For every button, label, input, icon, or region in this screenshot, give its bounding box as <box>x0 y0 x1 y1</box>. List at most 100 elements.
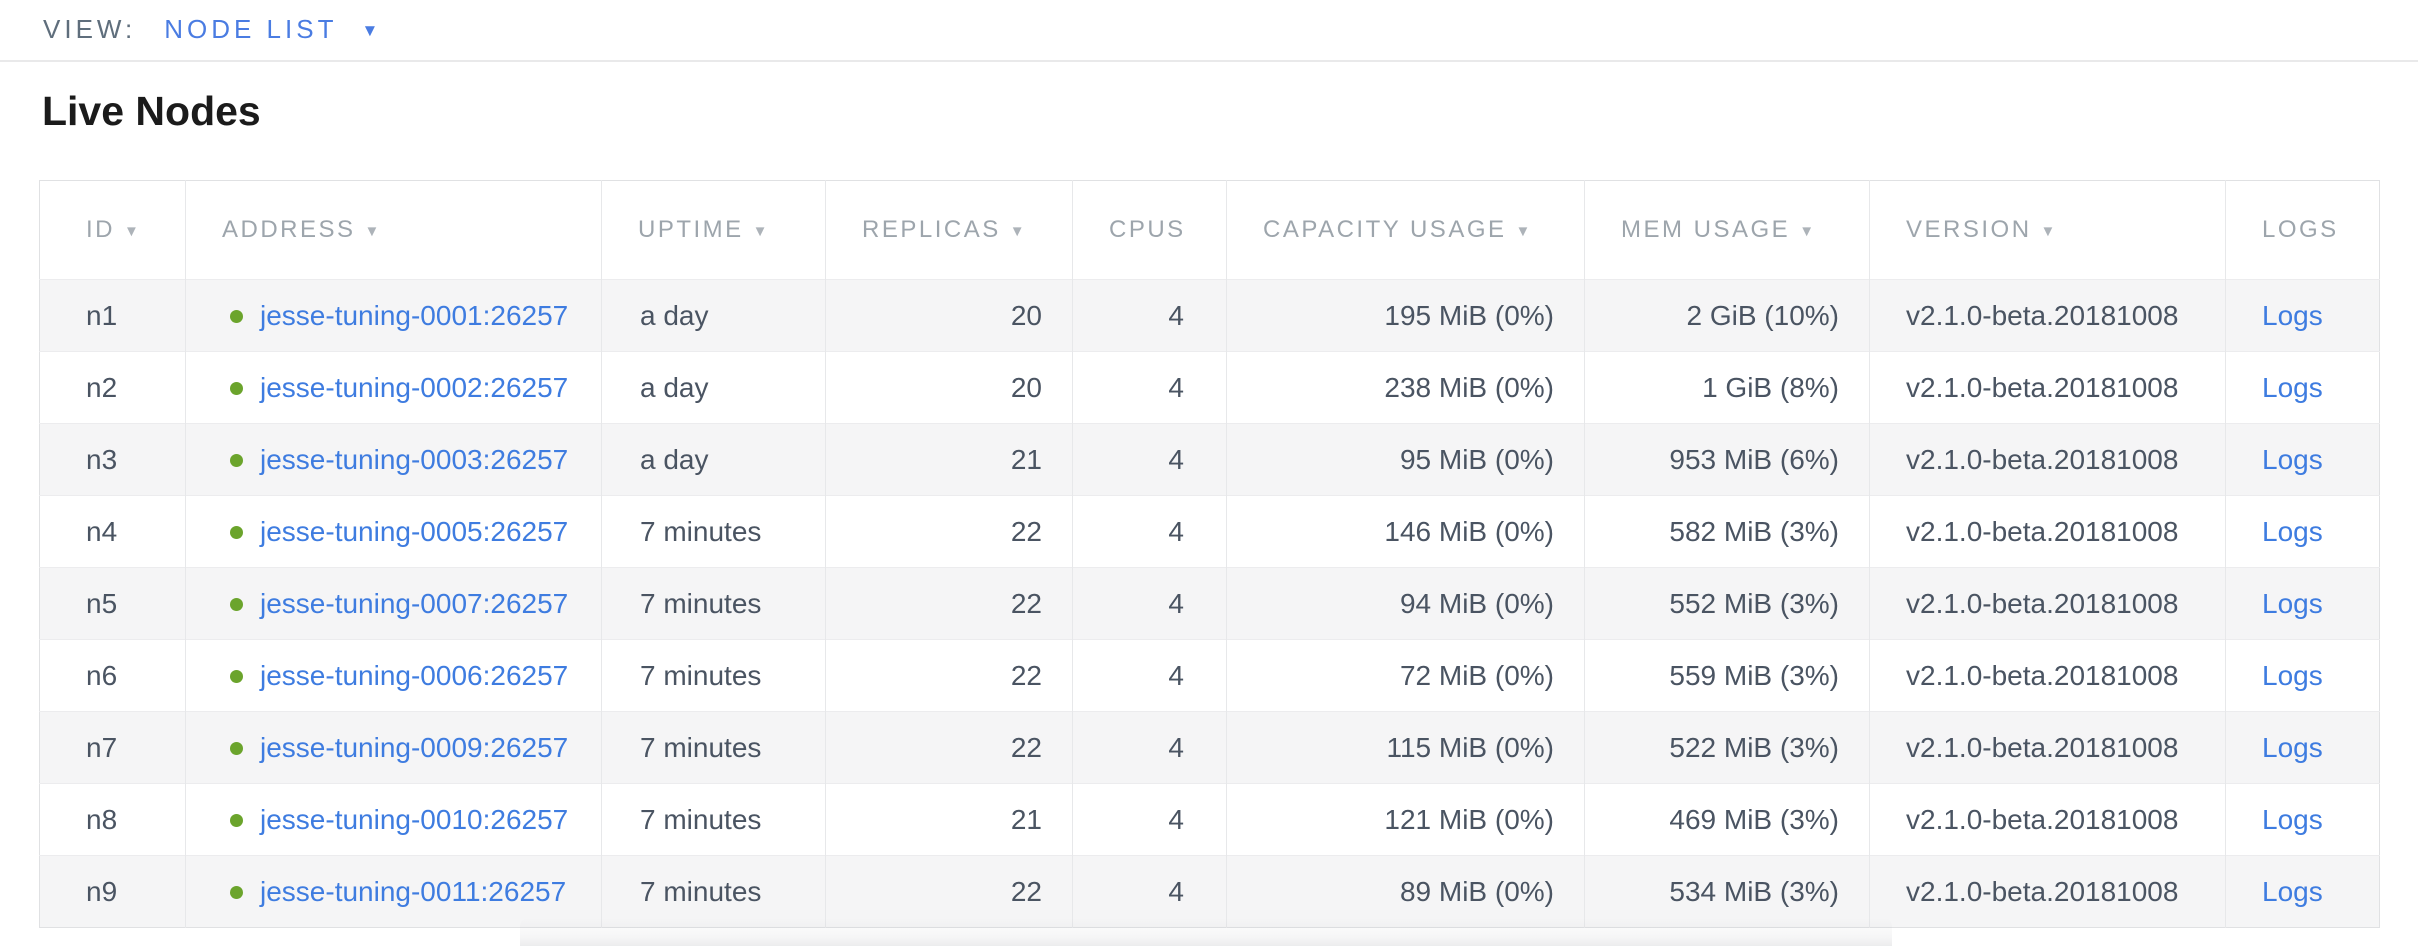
column-header-logs: LOGS <box>2225 180 2380 280</box>
node-logs-link[interactable]: Logs <box>2262 731 2323 763</box>
node-logs-link[interactable]: Logs <box>2262 443 2323 475</box>
node-uptime-cell: 7 minutes <box>601 783 826 856</box>
node-uptime-cell: 7 minutes <box>601 567 826 640</box>
table-row: n6 jesse-tuning-0006:26257 7 minutes 22 … <box>39 639 2380 712</box>
node-id-cell: n3 <box>86 443 118 475</box>
node-cpus-cell: 4 <box>1072 855 1227 928</box>
column-header-address[interactable]: ADDRESS ▼ <box>185 180 602 280</box>
node-version-cell: v2.1.0-beta.20181008 <box>1869 783 2226 856</box>
node-version-cell: v2.1.0-beta.20181008 <box>1869 423 2226 496</box>
node-address-link[interactable]: jesse-tuning-0007:26257 <box>260 587 569 619</box>
node-version-cell: v2.1.0-beta.20181008 <box>1869 495 2226 568</box>
node-capacity-usage-cell: 195 MiB (0%) <box>1226 279 1585 352</box>
node-address-cell: jesse-tuning-0007:26257 <box>185 567 602 640</box>
node-version-cell: v2.1.0-beta.20181008 <box>1869 639 2226 712</box>
node-logs-link[interactable]: Logs <box>2262 299 2323 331</box>
table-row: n7 jesse-tuning-0009:26257 7 minutes 22 … <box>39 711 2380 784</box>
node-address-link[interactable]: jesse-tuning-0010:26257 <box>260 803 569 835</box>
node-uptime-cell: 7 minutes <box>601 639 826 712</box>
node-cpus-cell: 4 <box>1072 783 1227 856</box>
node-logs-cell: Logs <box>2225 855 2380 928</box>
node-address-link[interactable]: jesse-tuning-0003:26257 <box>260 443 569 475</box>
node-address-cell: jesse-tuning-0001:26257 <box>185 279 602 352</box>
node-replicas-cell: 22 <box>825 567 1073 640</box>
node-logs-cell: Logs <box>2225 783 2380 856</box>
node-address-cell: jesse-tuning-0003:26257 <box>185 423 602 496</box>
node-capacity-usage-cell: 115 MiB (0%) <box>1226 711 1585 784</box>
node-address-cell: jesse-tuning-0002:26257 <box>185 351 602 424</box>
node-live-status-icon <box>230 669 243 683</box>
node-address-cell: jesse-tuning-0011:26257 <box>185 855 602 928</box>
node-uptime-cell: 7 minutes <box>601 711 826 784</box>
node-version-cell: v2.1.0-beta.20181008 <box>1869 351 2226 424</box>
node-logs-cell: Logs <box>2225 567 2380 640</box>
node-uptime-cell: 7 minutes <box>601 855 826 928</box>
node-cpus-cell: 4 <box>1072 423 1227 496</box>
node-live-status-icon <box>230 453 243 467</box>
node-capacity-usage-cell: 89 MiB (0%) <box>1226 855 1585 928</box>
node-cpus-cell: 4 <box>1072 351 1227 424</box>
node-address-cell: jesse-tuning-0005:26257 <box>185 495 602 568</box>
node-id-cell: n4 <box>86 515 118 547</box>
page-title: Live Nodes <box>42 88 261 134</box>
sort-arrow-icon: ▼ <box>1009 223 1028 240</box>
node-mem-usage-cell: 582 MiB (3%) <box>1584 495 1870 568</box>
node-id-cell: n2 <box>86 371 118 403</box>
node-address-link[interactable]: jesse-tuning-0001:26257 <box>260 299 569 331</box>
table-row: n1 jesse-tuning-0001:26257 a day 20 4 19… <box>39 279 2380 352</box>
sort-arrow-icon: ▼ <box>1799 223 1817 240</box>
node-address-link[interactable]: jesse-tuning-0002:26257 <box>260 371 569 403</box>
sort-arrow-icon: ▼ <box>752 223 771 240</box>
sort-arrow-icon: ▼ <box>124 223 142 240</box>
node-logs-link[interactable]: Logs <box>2262 371 2323 403</box>
table-row: n3 jesse-tuning-0003:26257 a day 21 4 95… <box>39 423 2380 496</box>
column-header-id[interactable]: ID ▼ <box>39 180 186 280</box>
table-header-row: ID ▼ ADDRESS ▼ UPTIME ▼ REPLICAS ▼ CPUS CAPA… <box>39 180 2380 280</box>
node-logs-cell: Logs <box>2225 423 2380 496</box>
node-logs-link[interactable]: Logs <box>2262 587 2323 619</box>
table-row: n5 jesse-tuning-0007:26257 7 minutes 22 … <box>39 567 2380 640</box>
node-logs-link[interactable]: Logs <box>2262 515 2323 547</box>
column-header-capacity-usage[interactable]: CAPACITY USAGE ▼ <box>1226 180 1585 280</box>
node-logs-cell: Logs <box>2225 639 2380 712</box>
node-address-cell: jesse-tuning-0009:26257 <box>185 711 602 784</box>
node-uptime-cell: a day <box>601 423 826 496</box>
node-capacity-usage-cell: 238 MiB (0%) <box>1226 351 1585 424</box>
node-replicas-cell: 20 <box>825 351 1073 424</box>
node-mem-usage-cell: 534 MiB (3%) <box>1584 855 1870 928</box>
view-selector-bar: VIEW: NODE LIST ▼ <box>0 0 2418 62</box>
table-row: n2 jesse-tuning-0002:26257 a day 20 4 23… <box>39 351 2380 424</box>
node-logs-link[interactable]: Logs <box>2262 659 2323 691</box>
node-address-link[interactable]: jesse-tuning-0005:26257 <box>260 515 569 547</box>
node-cpus-cell: 4 <box>1072 495 1227 568</box>
node-address-link[interactable]: jesse-tuning-0011:26257 <box>260 875 567 907</box>
view-dropdown[interactable]: NODE LIST ▼ <box>164 14 378 45</box>
column-header-uptime[interactable]: UPTIME ▼ <box>601 180 826 280</box>
node-address-link[interactable]: jesse-tuning-0006:26257 <box>260 659 569 691</box>
node-live-status-icon <box>230 525 243 539</box>
node-mem-usage-cell: 469 MiB (3%) <box>1584 783 1870 856</box>
node-live-status-icon <box>230 741 243 755</box>
node-mem-usage-cell: 953 MiB (6%) <box>1584 423 1870 496</box>
nodes-table-body: n1 jesse-tuning-0001:26257 a day 20 4 19… <box>39 279 2380 928</box>
column-header-version[interactable]: VERSION ▼ <box>1869 180 2226 280</box>
chevron-down-icon: ▼ <box>361 20 379 40</box>
node-logs-link[interactable]: Logs <box>2262 875 2323 907</box>
node-live-status-icon <box>230 381 243 395</box>
node-logs-cell: Logs <box>2225 495 2380 568</box>
node-address-link[interactable]: jesse-tuning-0009:26257 <box>260 731 569 763</box>
node-mem-usage-cell: 2 GiB (10%) <box>1584 279 1870 352</box>
node-cpus-cell: 4 <box>1072 711 1227 784</box>
node-capacity-usage-cell: 95 MiB (0%) <box>1226 423 1585 496</box>
node-replicas-cell: 22 <box>825 495 1073 568</box>
node-cpus-cell: 4 <box>1072 567 1227 640</box>
node-address-cell: jesse-tuning-0010:26257 <box>185 783 602 856</box>
column-header-replicas[interactable]: REPLICAS ▼ <box>825 180 1073 280</box>
node-id-cell: n8 <box>86 803 118 835</box>
node-live-status-icon <box>230 309 243 323</box>
node-live-status-icon <box>230 813 243 827</box>
node-logs-link[interactable]: Logs <box>2262 803 2323 835</box>
column-header-mem-usage[interactable]: MEM USAGE ▼ <box>1584 180 1870 280</box>
node-version-cell: v2.1.0-beta.20181008 <box>1869 567 2226 640</box>
node-replicas-cell: 20 <box>825 279 1073 352</box>
